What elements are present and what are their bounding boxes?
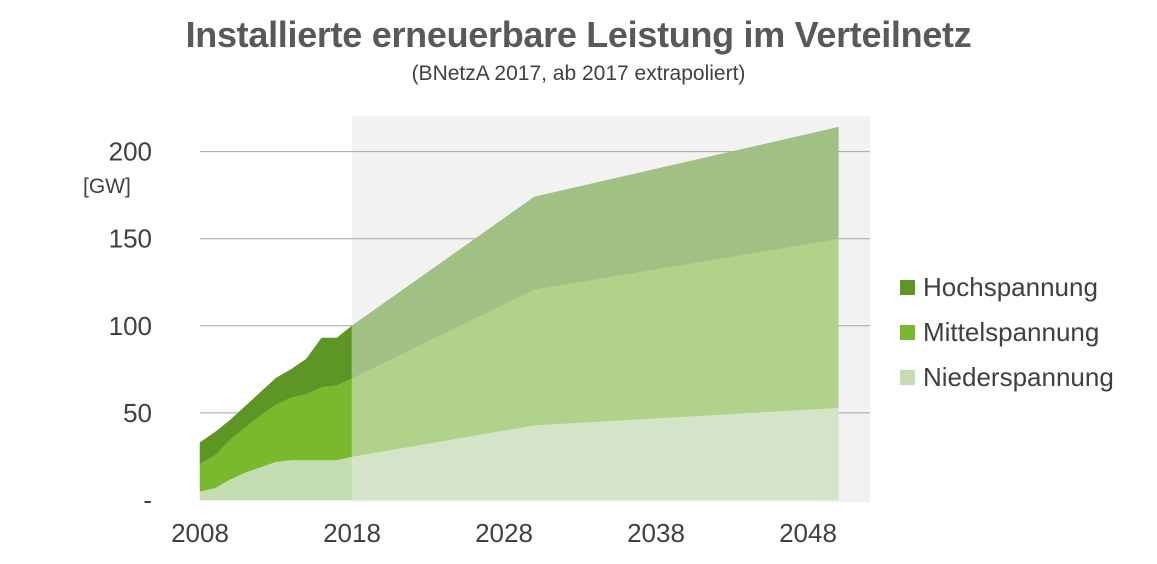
legend: Hochspannung Mittelspannung Niederspannu… — [900, 265, 1114, 400]
y-tick-label-0: - — [143, 485, 152, 515]
legend-label-niederspannung: Niederspannung — [923, 362, 1114, 392]
y-tick-label-50: 50 — [123, 398, 152, 428]
x-tick-label-2018: 2018 — [323, 518, 381, 548]
x-tick-label-2038: 2038 — [627, 518, 685, 548]
x-tick-label-2008: 2008 — [171, 518, 229, 548]
legend-swatch-hochspannung — [900, 280, 915, 295]
y-axis-unit-label: [GW] — [83, 175, 131, 198]
y-tick-label-200: 200 — [109, 137, 152, 167]
legend-label-mittelspannung: Mittelspannung — [923, 317, 1100, 347]
legend-item-hochspannung: Hochspannung — [900, 265, 1114, 310]
x-tick-label-2028: 2028 — [475, 518, 533, 548]
x-tick-label-2048: 2048 — [779, 518, 837, 548]
y-tick-label-100: 100 — [109, 311, 152, 341]
legend-item-mittelspannung: Mittelspannung — [900, 310, 1114, 355]
legend-item-niederspannung: Niederspannung — [900, 355, 1114, 400]
legend-label-hochspannung: Hochspannung — [923, 272, 1098, 302]
area-hochspannung-extrapolated — [351, 126, 839, 379]
chart-title: Installierte erneuerbare Leistung im Ver… — [185, 14, 972, 55]
legend-swatch-niederspannung — [900, 370, 915, 385]
chart-subtitle: (BNetzA 2017, ab 2017 extrapoliert) — [411, 62, 746, 85]
y-tick-label-150: 150 — [109, 224, 152, 254]
legend-swatch-mittelspannung — [900, 325, 915, 340]
